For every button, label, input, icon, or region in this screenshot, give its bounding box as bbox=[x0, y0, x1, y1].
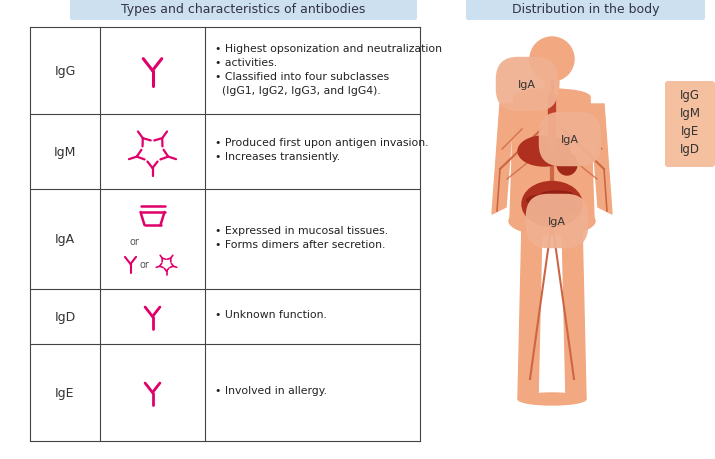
Text: • Produced first upon antigen invasion.
• Increases transiently.: • Produced first upon antigen invasion. … bbox=[215, 138, 428, 162]
Text: IgG: IgG bbox=[680, 88, 700, 101]
Text: or: or bbox=[139, 259, 149, 269]
FancyBboxPatch shape bbox=[665, 82, 715, 168]
Ellipse shape bbox=[509, 207, 595, 235]
Ellipse shape bbox=[543, 203, 578, 213]
Polygon shape bbox=[510, 98, 594, 219]
Text: IgE: IgE bbox=[55, 386, 75, 399]
Ellipse shape bbox=[510, 210, 594, 230]
Polygon shape bbox=[518, 224, 542, 399]
Text: IgA: IgA bbox=[518, 80, 536, 90]
Text: • Involved in allergy.: • Involved in allergy. bbox=[215, 386, 327, 396]
Polygon shape bbox=[590, 105, 612, 214]
Ellipse shape bbox=[522, 182, 582, 227]
Ellipse shape bbox=[557, 154, 577, 176]
FancyBboxPatch shape bbox=[466, 0, 705, 21]
Text: Types and characteristics of antibodies: Types and characteristics of antibodies bbox=[122, 4, 365, 17]
Ellipse shape bbox=[540, 191, 574, 202]
Ellipse shape bbox=[526, 196, 561, 206]
Text: IgA: IgA bbox=[561, 134, 579, 145]
Polygon shape bbox=[562, 224, 586, 399]
Text: • Expressed in mucosal tissues.
• Forms dimers after secretion.: • Expressed in mucosal tissues. • Forms … bbox=[215, 225, 388, 249]
Ellipse shape bbox=[535, 200, 570, 210]
Text: IgA: IgA bbox=[55, 233, 75, 246]
Text: • Highest opsonization and neutralization
• activities.
• Classified into four s: • Highest opsonization and neutralizatio… bbox=[215, 44, 442, 95]
Ellipse shape bbox=[514, 90, 590, 106]
Polygon shape bbox=[492, 105, 514, 214]
Ellipse shape bbox=[518, 393, 586, 405]
FancyBboxPatch shape bbox=[70, 0, 417, 21]
Text: Distribution in the body: Distribution in the body bbox=[512, 4, 659, 17]
Ellipse shape bbox=[530, 207, 565, 218]
Text: IgD: IgD bbox=[54, 310, 76, 323]
Text: • Unknown function.: • Unknown function. bbox=[215, 310, 327, 320]
Text: IgD: IgD bbox=[680, 142, 700, 155]
Text: IgM: IgM bbox=[679, 106, 701, 119]
Text: IgE: IgE bbox=[681, 124, 699, 137]
Circle shape bbox=[530, 38, 574, 82]
Text: or: or bbox=[129, 236, 139, 246]
Ellipse shape bbox=[518, 137, 570, 167]
Text: IgM: IgM bbox=[54, 146, 77, 159]
Text: IgG: IgG bbox=[54, 65, 76, 78]
Text: IgA: IgA bbox=[548, 217, 566, 226]
Polygon shape bbox=[545, 82, 559, 98]
